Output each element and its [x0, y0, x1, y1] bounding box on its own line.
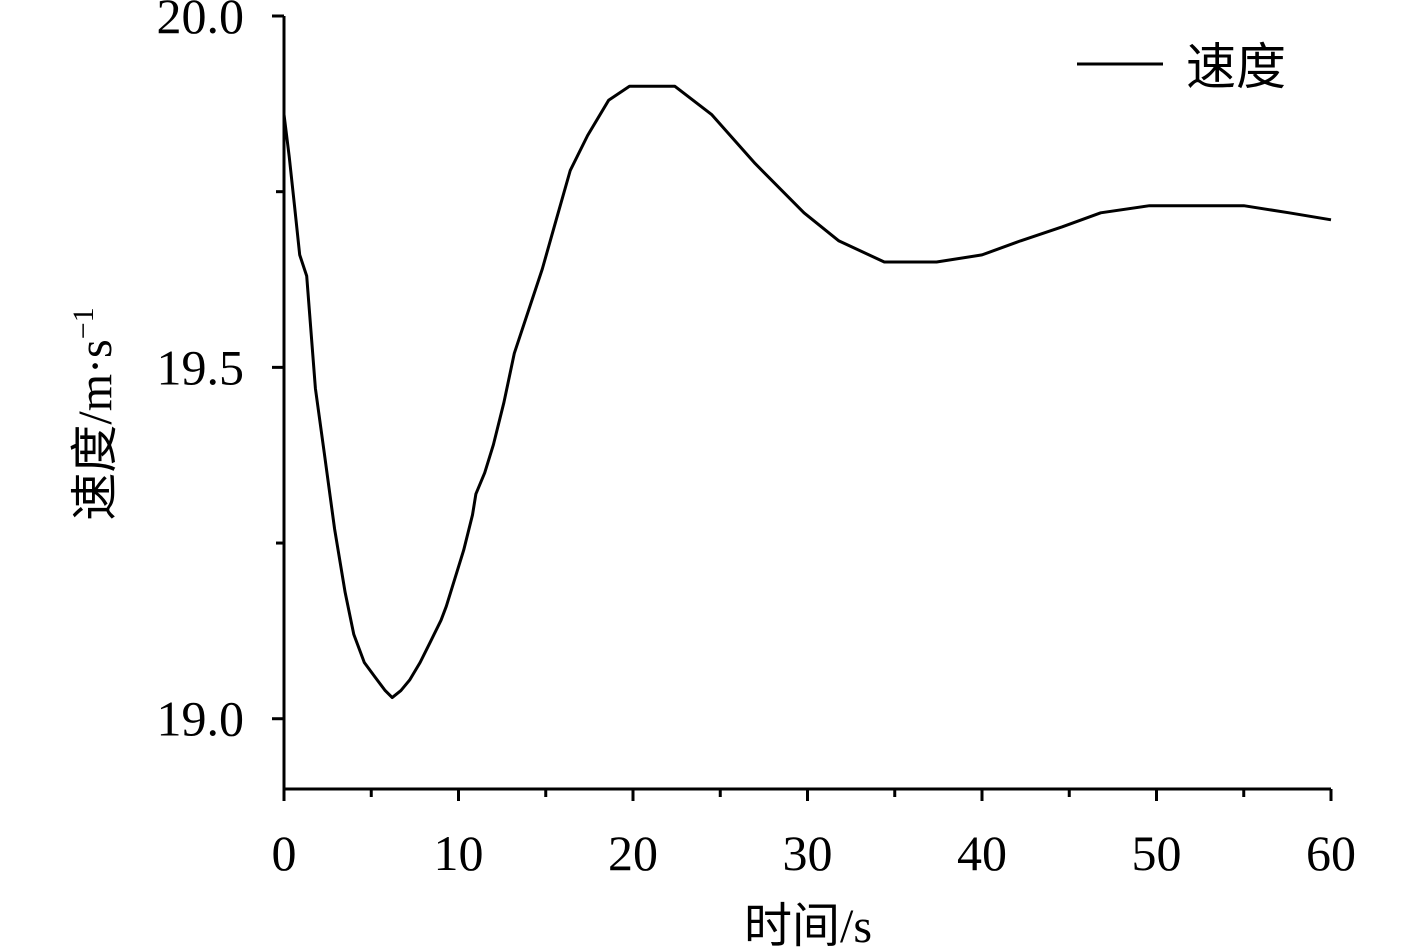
plot-layer: [282, 84, 1332, 700]
x-tick-label: 60: [1306, 825, 1356, 881]
y-tick-label: 19.0: [157, 691, 245, 747]
svg-text:速度/m·s−1: 速度/m·s−1: [67, 307, 122, 520]
x-tick-label: 30: [783, 825, 833, 881]
legend: 速度: [1077, 39, 1286, 95]
x-tick-label: 0: [272, 825, 297, 881]
x-tick-label: 50: [1132, 825, 1182, 881]
x-tick-label: 40: [957, 825, 1007, 881]
y-axis-title-main: 速度/m·s: [69, 339, 122, 520]
legend-label-speed: 速度: [1186, 39, 1286, 95]
series-line-speed: [282, 84, 1332, 700]
x-tick-label: 20: [608, 825, 658, 881]
y-axis-title-sup: −1: [67, 307, 100, 339]
axes: 0 10 20 30 40 50 60 19.0 19.5 20.0: [157, 0, 1357, 881]
y-axis-title: 速度/m·s−1: [67, 307, 122, 520]
x-tick-label: 10: [434, 825, 484, 881]
x-axis-title: 时间/s: [744, 900, 872, 950]
y-tick-label: 19.5: [157, 339, 245, 395]
y-tick-label: 20.0: [157, 0, 245, 44]
